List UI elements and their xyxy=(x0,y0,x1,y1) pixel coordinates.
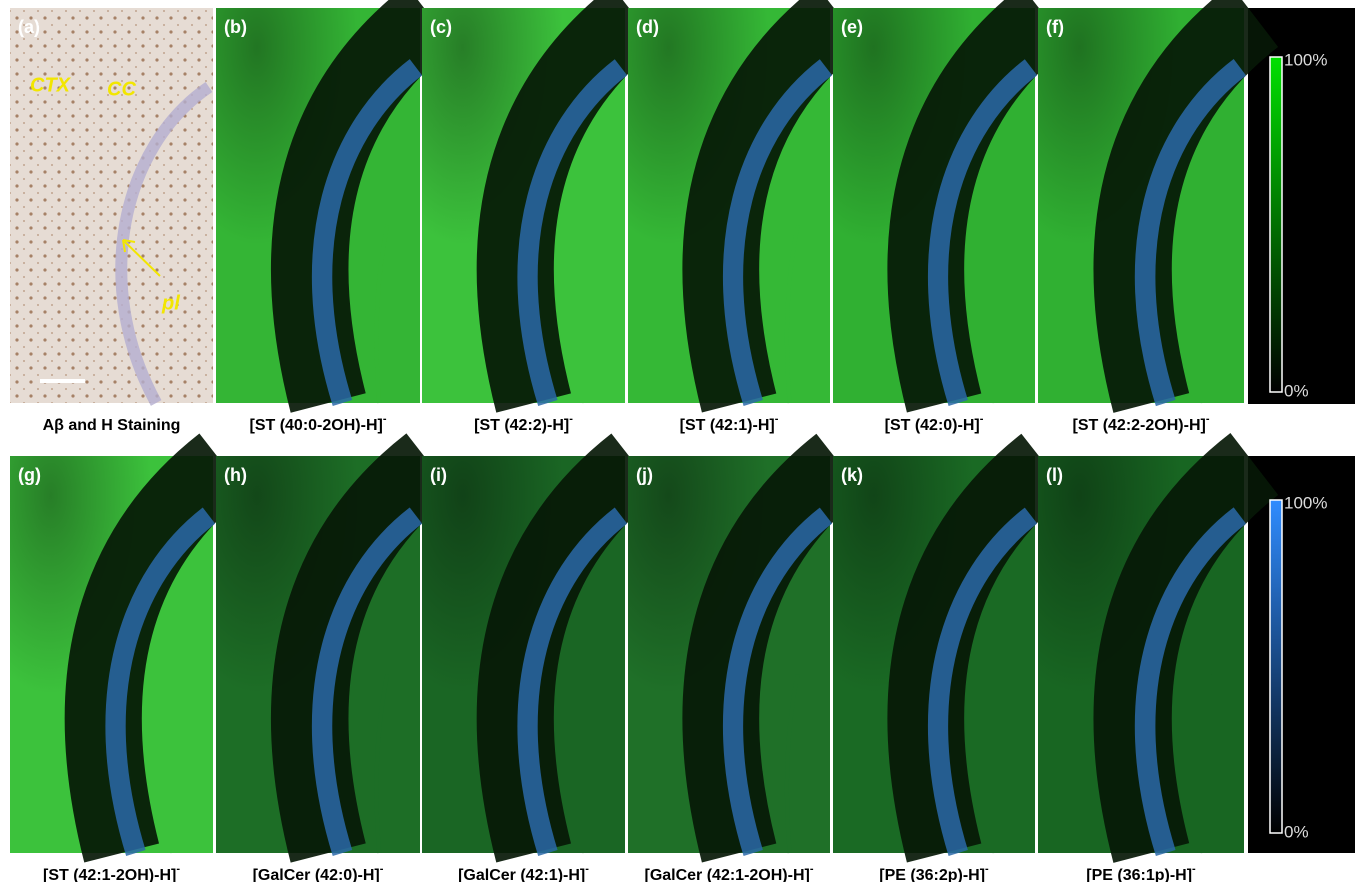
caption-text: [GalCer (42:1)-H] xyxy=(458,867,585,882)
green-line xyxy=(579,673,595,854)
dark-band xyxy=(476,433,660,863)
caption-superscript: - xyxy=(569,413,573,425)
green-line xyxy=(1198,224,1213,404)
panel-caption: [GalCer (42:1)-H]- xyxy=(458,863,589,882)
green-line xyxy=(989,673,1005,854)
panel-letter: (j) xyxy=(636,465,653,485)
region-label: pl xyxy=(161,292,180,314)
dark-band xyxy=(271,433,455,863)
colorbar-background xyxy=(1248,456,1355,853)
blue-band xyxy=(1134,507,1247,857)
green-line xyxy=(374,224,390,404)
colorbar-background xyxy=(1248,8,1355,404)
panel-letter: (k) xyxy=(841,465,863,485)
dark-band xyxy=(271,0,455,413)
caption-text: [ST (40:0-2OH)-H] xyxy=(249,417,382,434)
caption-text: [ST (42:2)-H] xyxy=(474,417,569,434)
panel-caption: [GalCer (42:0)-H]- xyxy=(253,863,384,882)
blue-band xyxy=(517,507,628,856)
panel-caption: [GalCer (42:1-2OH)-H]- xyxy=(644,863,813,882)
panel-caption: [ST (42:2)-H]- xyxy=(474,413,573,434)
caption-superscript: - xyxy=(176,863,180,875)
colorbar-max: 100% xyxy=(1284,493,1327,512)
dark-band xyxy=(1093,0,1279,413)
green-line xyxy=(167,673,183,854)
blue-band xyxy=(722,59,833,406)
green-line xyxy=(989,224,1005,404)
blue-band xyxy=(927,59,1038,406)
panel-caption: [PE (36:2p)-H]- xyxy=(879,863,989,882)
colorbar-min: 0% xyxy=(1284,822,1309,841)
panel-caption: [ST (42:0)-H]- xyxy=(885,413,984,434)
blue-band xyxy=(311,59,423,407)
dark-band xyxy=(476,0,660,413)
caption-text: [ST (42:0)-H] xyxy=(885,417,980,434)
green-line xyxy=(784,673,800,854)
dark-band xyxy=(682,433,865,863)
caption-superscript: - xyxy=(985,863,989,875)
region-label: CC xyxy=(107,78,136,100)
caption-superscript: - xyxy=(585,863,589,875)
blue-band xyxy=(105,507,216,856)
caption-text: [GalCer (42:0)-H] xyxy=(253,867,380,882)
caption-text: [ST (42:1)-H] xyxy=(680,417,775,434)
layer-arc xyxy=(115,82,213,406)
green-line xyxy=(579,224,595,404)
green-line xyxy=(784,224,800,404)
green-line xyxy=(374,673,390,854)
panel-caption: [ST (40:0-2OH)-H]- xyxy=(249,413,386,434)
panel-caption: [ST (42:2-2OH)-H]- xyxy=(1072,413,1209,434)
dark-band xyxy=(64,433,248,863)
blue-band xyxy=(311,507,423,857)
region-label: CTX xyxy=(30,74,72,96)
caption-text: [PE (36:2p)-H] xyxy=(879,867,985,882)
caption-text: Aβ and H Staining xyxy=(43,417,181,434)
panel-caption: [ST (42:1-2OH)-H]- xyxy=(43,863,180,882)
blue-band xyxy=(722,507,833,856)
arrow xyxy=(122,239,161,277)
panel-letter: (c) xyxy=(430,17,452,37)
dark-band xyxy=(682,0,865,413)
blue-band xyxy=(927,507,1038,856)
caption-text: [ST (42:1-2OH)-H] xyxy=(43,867,176,882)
colorbar-min: 0% xyxy=(1284,381,1309,400)
panel-caption: Aβ and H Staining xyxy=(43,417,181,434)
caption-text: [ST (42:2-2OH)-H] xyxy=(1072,417,1205,434)
caption-text: [PE (36:1p)-H] xyxy=(1086,867,1192,882)
blue-band xyxy=(1134,59,1247,407)
blue-band xyxy=(517,59,628,406)
panel-letter: (h) xyxy=(224,465,247,485)
panel-letter: (i) xyxy=(430,465,447,485)
caption-superscript: - xyxy=(980,413,984,425)
colorbar xyxy=(1269,56,1283,393)
caption-text: [GalCer (42:1-2OH)-H] xyxy=(644,867,809,882)
panel-letter: (f) xyxy=(1046,17,1064,37)
stain-dots xyxy=(10,8,213,403)
panel-letter: (e) xyxy=(841,17,863,37)
caption-superscript: - xyxy=(1192,863,1196,875)
green-line xyxy=(1198,673,1213,854)
colorbar xyxy=(1269,499,1283,834)
panel-letter: (l) xyxy=(1046,465,1063,485)
dark-band xyxy=(1093,432,1279,863)
colorbar-max: 100% xyxy=(1284,50,1327,69)
dark-band xyxy=(887,433,1070,863)
panel-caption: [ST (42:1)-H]- xyxy=(680,413,779,434)
caption-superscript: - xyxy=(1206,413,1210,425)
dark-band xyxy=(887,0,1070,413)
panel-letter: (a) xyxy=(18,17,40,37)
panel-letter: (b) xyxy=(224,17,247,37)
panel-caption: [PE (36:1p)-H]- xyxy=(1086,863,1196,882)
arrow-head xyxy=(122,239,136,253)
panel-letter: (g) xyxy=(18,465,41,485)
caption-superscript: - xyxy=(775,413,779,425)
caption-superscript: - xyxy=(380,863,384,875)
panel-letter: (d) xyxy=(636,17,659,37)
caption-superscript: - xyxy=(383,413,387,425)
caption-superscript: - xyxy=(810,863,814,875)
